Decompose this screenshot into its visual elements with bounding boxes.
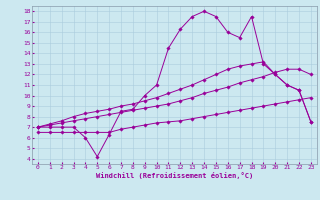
X-axis label: Windchill (Refroidissement éolien,°C): Windchill (Refroidissement éolien,°C)	[96, 172, 253, 179]
